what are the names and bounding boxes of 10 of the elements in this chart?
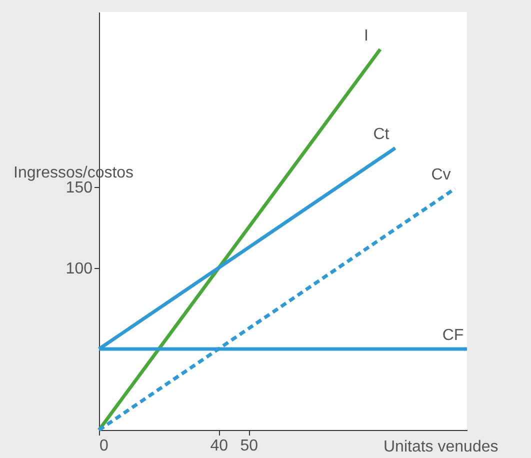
series-label: Ct	[373, 126, 390, 144]
x-tick-label: 50	[240, 438, 258, 454]
series-label: CF	[442, 326, 464, 344]
series-label: Cv	[431, 166, 451, 184]
x-tick-label: 40	[210, 438, 228, 454]
y-tick-label: 150	[66, 179, 93, 196]
y-tick-label: 100	[66, 260, 93, 278]
series-label: I	[364, 27, 368, 44]
x-tick-label: 0	[100, 438, 108, 454]
x-axis-title: Unitats venudes	[384, 438, 498, 456]
